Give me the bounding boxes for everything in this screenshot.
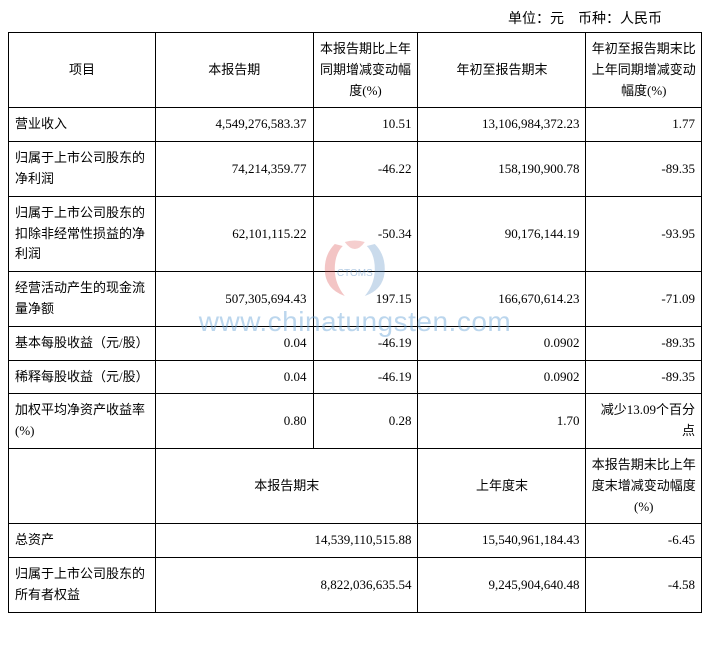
header-row-2: 本报告期末 上年度末 本报告期末比上年度末增减变动幅度(%) (9, 448, 702, 523)
header-change: 本报告期末比上年度末增减变动幅度(%) (586, 448, 702, 523)
cell-period-change: -46.19 (313, 326, 418, 360)
cell-ytd: 13,106,984,372.23 (418, 108, 586, 142)
cell-item: 稀释每股收益（元/股） (9, 360, 156, 394)
cell-ytd-change: -89.35 (586, 142, 702, 197)
cell-ytd: 158,190,900.78 (418, 142, 586, 197)
header-blank (9, 448, 156, 523)
table-row: 营业收入 4,549,276,583.37 10.51 13,106,984,3… (9, 108, 702, 142)
table-row: 稀释每股收益（元/股） 0.04 -46.19 0.0902 -89.35 (9, 360, 702, 394)
header-period: 本报告期 (156, 33, 314, 108)
cell-item: 经营活动产生的现金流量净额 (9, 272, 156, 327)
cell-change: -4.58 (586, 558, 702, 613)
cell-item: 归属于上市公司股东的净利润 (9, 142, 156, 197)
cell-period: 62,101,115.22 (156, 196, 314, 271)
cell-ytd: 1.70 (418, 394, 586, 449)
cell-period: 74,214,359.77 (156, 142, 314, 197)
table-row: 经营活动产生的现金流量净额 507,305,694.43 197.15 166,… (9, 272, 702, 327)
cell-change: -6.45 (586, 524, 702, 558)
cell-item: 归属于上市公司股东的扣除非经常性损益的净利润 (9, 196, 156, 271)
cell-period-change: 197.15 (313, 272, 418, 327)
header-row-1: 项目 本报告期 本报告期比上年同期增减变动幅度(%) 年初至报告期末 年初至报告… (9, 33, 702, 108)
cell-period: 507,305,694.43 (156, 272, 314, 327)
table-row: 加权平均净资产收益率(%) 0.80 0.28 1.70 减少13.09个百分点 (9, 394, 702, 449)
header-item: 项目 (9, 33, 156, 108)
cell-ytd-change: -89.35 (586, 326, 702, 360)
cell-ytd: 0.0902 (418, 326, 586, 360)
cell-ytd-change: -89.35 (586, 360, 702, 394)
table-row: 归属于上市公司股东的净利润 74,214,359.77 -46.22 158,1… (9, 142, 702, 197)
cell-ytd: 166,670,614.23 (418, 272, 586, 327)
table-row: 归属于上市公司股东的扣除非经常性损益的净利润 62,101,115.22 -50… (9, 196, 702, 271)
cell-item: 加权平均净资产收益率(%) (9, 394, 156, 449)
page-container: { "unit_line": "单位：元 币种：人民币", "watermark… (8, 8, 702, 613)
header-period-end: 本报告期末 (156, 448, 418, 523)
cell-prev-year-end: 9,245,904,640.48 (418, 558, 586, 613)
cell-period-end: 14,539,110,515.88 (156, 524, 418, 558)
cell-item: 总资产 (9, 524, 156, 558)
header-prev-year-end: 上年度末 (418, 448, 586, 523)
cell-period: 0.04 (156, 326, 314, 360)
financial-table: 项目 本报告期 本报告期比上年同期增减变动幅度(%) 年初至报告期末 年初至报告… (8, 32, 702, 613)
cell-item: 基本每股收益（元/股） (9, 326, 156, 360)
cell-period-change: -46.22 (313, 142, 418, 197)
cell-period-change: 10.51 (313, 108, 418, 142)
cell-period: 0.80 (156, 394, 314, 449)
cell-ytd-change: -93.95 (586, 196, 702, 271)
cell-period-end: 8,822,036,635.54 (156, 558, 418, 613)
header-period-change: 本报告期比上年同期增减变动幅度(%) (313, 33, 418, 108)
table-row: 基本每股收益（元/股） 0.04 -46.19 0.0902 -89.35 (9, 326, 702, 360)
header-ytd-change: 年初至报告期末比上年同期增减变动幅度(%) (586, 33, 702, 108)
cell-period-change: 0.28 (313, 394, 418, 449)
cell-item: 营业收入 (9, 108, 156, 142)
cell-period-change: -50.34 (313, 196, 418, 271)
cell-prev-year-end: 15,540,961,184.43 (418, 524, 586, 558)
unit-currency-line: 单位：元 币种：人民币 (8, 8, 702, 28)
cell-ytd-change: 减少13.09个百分点 (586, 394, 702, 449)
cell-item: 归属于上市公司股东的所有者权益 (9, 558, 156, 613)
cell-ytd: 90,176,144.19 (418, 196, 586, 271)
cell-ytd-change: 1.77 (586, 108, 702, 142)
table-row: 归属于上市公司股东的所有者权益 8,822,036,635.54 9,245,9… (9, 558, 702, 613)
cell-period: 4,549,276,583.37 (156, 108, 314, 142)
header-ytd: 年初至报告期末 (418, 33, 586, 108)
cell-ytd: 0.0902 (418, 360, 586, 394)
table-row: 总资产 14,539,110,515.88 15,540,961,184.43 … (9, 524, 702, 558)
cell-period: 0.04 (156, 360, 314, 394)
cell-period-change: -46.19 (313, 360, 418, 394)
cell-ytd-change: -71.09 (586, 272, 702, 327)
